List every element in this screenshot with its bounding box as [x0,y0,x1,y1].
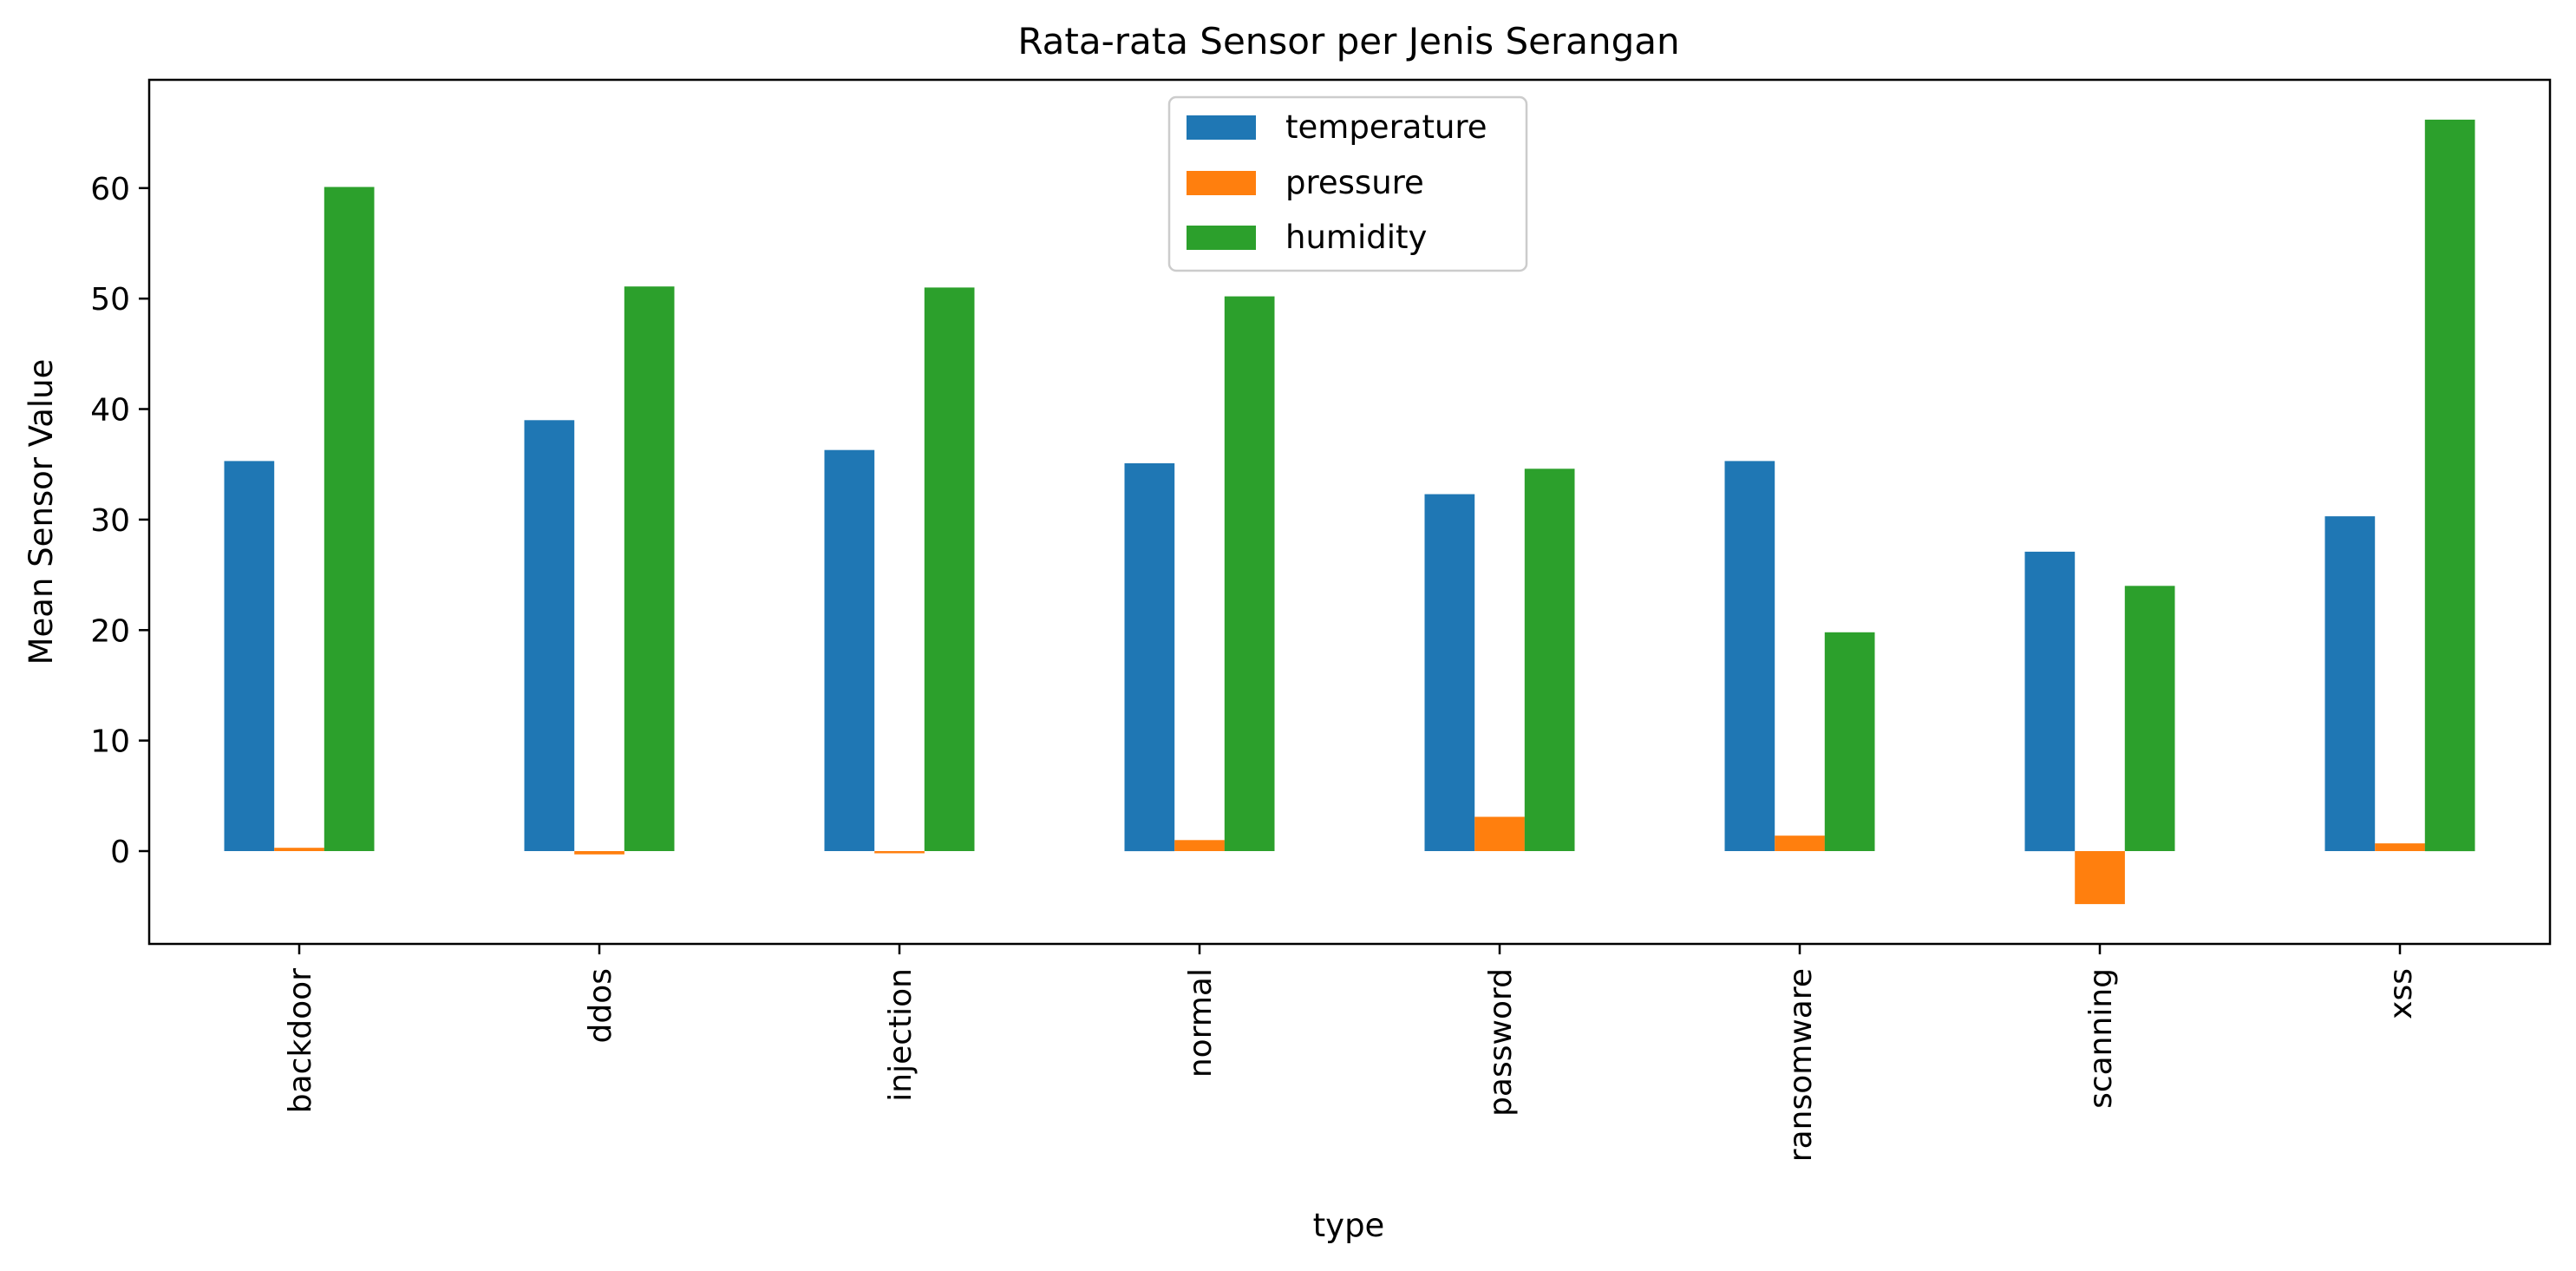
y-tick-label-60: 60 [90,172,130,207]
bar-pressure-injection [874,851,925,854]
x-axis: backdoor ddos injection normal password ranso… [283,944,2419,1162]
bar-humidity-ransomware [1824,632,1875,851]
x-tick-label-xss: xss [2383,968,2419,1019]
legend-label-temperature: temperature [1285,108,1487,146]
bar-humidity-ddos [624,286,675,851]
bar-humidity-scanning [2124,586,2175,851]
bar-pressure-xss [2375,843,2425,851]
bar-humidity-xss [2424,119,2475,852]
y-tick-label-0: 0 [110,835,130,870]
bar-temperature-ddos [524,420,575,851]
bar-pressure-normal [1174,840,1225,851]
y-axis-label: Mean Sensor Value [23,359,60,665]
bar-temperature-injection [824,449,875,851]
y-tick-label-20: 20 [90,613,130,649]
y-tick-label-40: 40 [90,393,130,429]
bar-humidity-normal [1224,296,1275,852]
bar-pressure-ddos [574,851,624,855]
bar-temperature-xss [2324,516,2376,851]
legend-swatch-temperature [1187,115,1256,140]
bar-temperature-scanning [2024,551,2076,852]
bar-humidity-injection [924,287,975,851]
y-tick-label-10: 10 [90,724,130,760]
y-tick-label-50: 50 [90,282,130,318]
bars-layer [224,119,2475,905]
y-tick-label-30: 30 [90,503,130,539]
bar-humidity-backdoor [324,187,375,851]
bar-temperature-password [1424,494,1475,851]
legend-label-pressure: pressure [1285,164,1424,201]
chart-title: Rata-rata Sensor per Jenis Serangan [1017,20,1679,62]
x-tick-label-ddos: ddos [583,968,618,1043]
bar-pressure-scanning [2075,851,2125,905]
y-axis: 0 10 20 30 40 50 60 [90,172,149,870]
bar-pressure-password [1474,816,1525,851]
bar-humidity-password [1524,468,1575,851]
x-tick-label-ransomware: ransomware [1783,968,1819,1162]
x-tick-label-password: password [1483,968,1519,1117]
legend: temperature pressure humidity [1167,95,1528,272]
x-tick-label-scanning: scanning [2083,968,2119,1109]
x-tick-label-backdoor: backdoor [283,968,318,1113]
x-tick-label-injection: injection [883,968,919,1102]
legend-frame [1167,95,1528,272]
plot-frame [147,78,2552,946]
x-tick-label-normal: normal [1183,968,1219,1078]
bar-pressure-backdoor [274,848,324,851]
bar-temperature-ransomware [1724,461,1775,851]
legend-swatch-humidity [1187,226,1256,250]
bar-temperature-backdoor [224,461,275,851]
bar-pressure-ransomware [1775,835,1825,851]
legend-label-humidity: humidity [1285,219,1427,256]
bar-temperature-normal [1124,463,1175,852]
x-axis-label: type [1313,1207,1385,1244]
legend-swatch-pressure [1187,171,1256,195]
